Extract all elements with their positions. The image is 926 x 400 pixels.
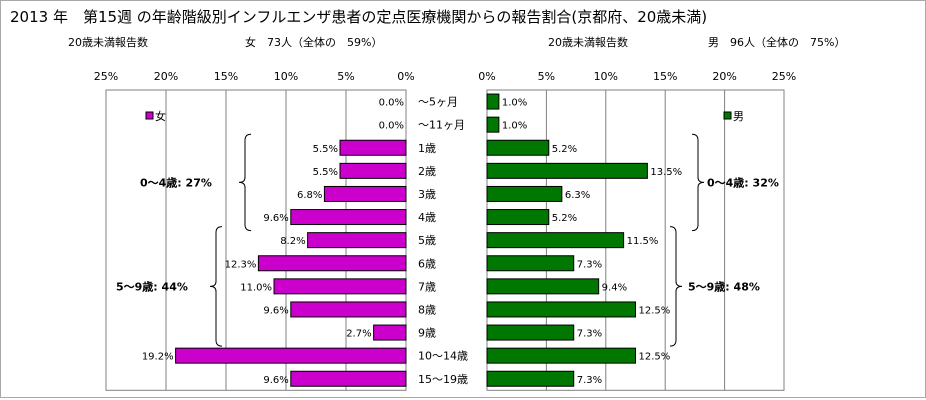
male-bar bbox=[486, 324, 575, 341]
male-group-bracket bbox=[691, 133, 705, 232]
male-value-label: 7.3% bbox=[577, 329, 602, 340]
male-bar bbox=[486, 139, 550, 156]
female-group-bracket bbox=[238, 133, 252, 232]
male-group-bracket bbox=[669, 226, 683, 347]
right-x-tick-label: 5% bbox=[538, 70, 555, 83]
female-value-label: 8.2% bbox=[280, 236, 305, 247]
right-x-tick-label: 10% bbox=[594, 70, 618, 83]
female-value-label: 5.5% bbox=[313, 167, 338, 178]
right-x-tick-label: 0% bbox=[478, 70, 495, 83]
female-group-label: 5〜9歳: 44% bbox=[116, 279, 188, 293]
category-label: 〜11ヶ月 bbox=[418, 119, 465, 132]
male-value-label: 7.3% bbox=[577, 259, 602, 270]
category-label: 15〜19歳 bbox=[418, 373, 468, 386]
right-x-tick-label: 25% bbox=[772, 70, 796, 83]
male-group-label: 0〜4歳: 32% bbox=[707, 175, 779, 189]
male-value-label: 7.3% bbox=[577, 375, 602, 386]
category-label: 9歳 bbox=[418, 327, 436, 340]
category-label: 4歳 bbox=[418, 211, 436, 224]
right-count-label: 20歳未満報告数 bbox=[548, 36, 628, 49]
chart-title: 2013 年 第15週 の年齢階級別インフルエンザ患者の定点医療機関からの報告割… bbox=[10, 8, 708, 26]
left-x-tick-label: 15% bbox=[214, 70, 238, 83]
female-value-label: 11.0% bbox=[240, 282, 272, 293]
male-value-label: 13.5% bbox=[650, 167, 682, 178]
male-value-label: 11.5% bbox=[627, 236, 659, 247]
left-x-tick-label: 5% bbox=[337, 70, 354, 83]
female-value-label: 6.8% bbox=[297, 190, 322, 201]
category-label: 7歳 bbox=[418, 280, 436, 293]
male-value-label: 5.2% bbox=[552, 213, 577, 224]
female-value-label: 9.6% bbox=[263, 305, 288, 316]
female-bar bbox=[307, 232, 407, 249]
male-value-label: 1.0% bbox=[502, 121, 527, 132]
female-value-label: 0.0% bbox=[379, 98, 404, 109]
male-bar bbox=[486, 209, 550, 226]
male-bar bbox=[486, 116, 500, 133]
female-bar bbox=[257, 255, 407, 272]
male-value-label: 9.4% bbox=[602, 282, 627, 293]
male-legend-label: 男 bbox=[733, 110, 744, 123]
female-bar bbox=[290, 301, 407, 318]
male-bar bbox=[486, 93, 500, 110]
female-bar bbox=[323, 185, 407, 202]
female-bar bbox=[339, 139, 407, 156]
male-group-label: 5〜9歳: 48% bbox=[688, 279, 760, 293]
female-group-bracket bbox=[209, 226, 223, 347]
male-bar bbox=[486, 370, 575, 387]
male-bar bbox=[486, 232, 625, 249]
category-label: 8歳 bbox=[418, 303, 436, 316]
left-count-summary: 女 73人（全体の 59%） bbox=[245, 36, 383, 49]
female-value-label: 5.5% bbox=[313, 144, 338, 155]
female-value-label: 0.0% bbox=[379, 121, 404, 132]
female-group-label: 0〜4歳: 27% bbox=[140, 175, 212, 189]
female-bar bbox=[373, 324, 407, 341]
female-bar bbox=[175, 347, 407, 364]
female-value-label: 9.6% bbox=[263, 375, 288, 386]
male-bar bbox=[486, 347, 636, 364]
left-x-tick-label: 20% bbox=[154, 70, 178, 83]
category-label: 1歳 bbox=[418, 142, 436, 155]
female-bar bbox=[290, 209, 407, 226]
male-bar bbox=[486, 278, 600, 295]
female-value-label: 2.7% bbox=[346, 329, 371, 340]
female-value-label: 12.3% bbox=[225, 259, 257, 270]
female-value-label: 9.6% bbox=[263, 213, 288, 224]
male-value-label: 12.5% bbox=[639, 305, 671, 316]
male-bar bbox=[486, 255, 575, 272]
female-bar bbox=[273, 278, 407, 295]
category-label: 5歳 bbox=[418, 234, 436, 247]
female-value-label: 19.2% bbox=[142, 352, 174, 363]
category-label: 2歳 bbox=[418, 165, 436, 178]
right-x-tick-label: 15% bbox=[653, 70, 677, 83]
left-x-tick-label: 25% bbox=[94, 70, 118, 83]
right-x-tick-label: 20% bbox=[712, 70, 736, 83]
male-bar bbox=[486, 162, 648, 179]
left-x-tick-label: 0% bbox=[397, 70, 414, 83]
male-value-label: 6.3% bbox=[565, 190, 590, 201]
male-value-label: 12.5% bbox=[639, 352, 671, 363]
male-value-label: 1.0% bbox=[502, 98, 527, 109]
female-bar bbox=[339, 162, 407, 179]
male-bar bbox=[486, 301, 636, 318]
left-x-tick-label: 10% bbox=[274, 70, 298, 83]
category-label: 3歳 bbox=[418, 188, 436, 201]
male-bar bbox=[486, 185, 563, 202]
right-count-summary: 男 96人（全体の 75%） bbox=[708, 36, 846, 49]
female-legend-label: 女 bbox=[155, 109, 166, 123]
male-value-label: 5.2% bbox=[552, 144, 577, 155]
category-label: 6歳 bbox=[418, 257, 436, 270]
female-legend-swatch bbox=[145, 111, 154, 120]
category-label: 10〜14歳 bbox=[418, 350, 468, 363]
category-label: 〜5ヶ月 bbox=[418, 96, 458, 109]
female-bar bbox=[290, 370, 407, 387]
male-legend-swatch bbox=[723, 111, 732, 120]
left-count-label: 20歳未満報告数 bbox=[68, 36, 148, 49]
